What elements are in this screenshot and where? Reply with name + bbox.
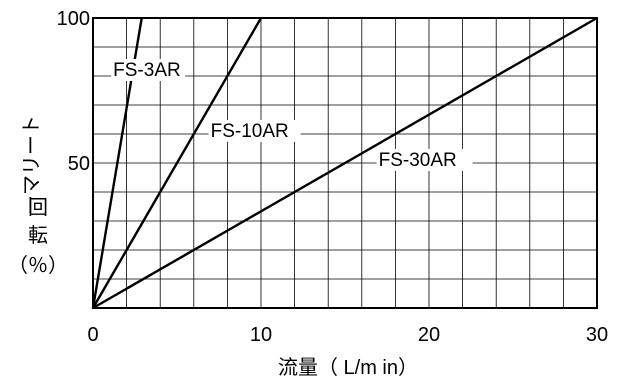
x-tick-label-30: 30 [586,324,608,346]
y-axis-title-rotated: ーマリート [21,115,43,215]
series-line-fs-30ar [92,16,598,310]
y-axis-title-unit: （％） [8,254,68,277]
series-line-fs-10ar [91,17,263,309]
grid [93,18,597,308]
y-axis-title: ーマリート 回 転 （％） [8,115,68,277]
series-label-fs-3ar: FS-3AR [113,60,181,81]
x-tick-label-10: 10 [250,324,272,346]
series-labels: FS-3AR FS-10AR FS-30AR [111,59,473,171]
series-label-bg [111,59,186,81]
x-tick-label-0: 0 [87,324,98,346]
x-tick-label-20: 20 [418,324,440,346]
plot-frame [92,17,598,309]
series-label-fs-30ar: FS-30AR [379,150,457,171]
series-label-bg [376,148,473,171]
x-axis-title: 流量（ L/m in） [278,356,418,379]
y-axis-title-char-2: 転 [28,224,48,247]
y-tick-label-50: 50 [68,153,90,175]
plot-border [92,17,598,309]
series-label-bg [208,119,301,142]
y-tick-label-100: 100 [57,8,90,30]
tick-labels: 0 10 20 30 50 100 [57,8,609,346]
y-axis-title-char-1: 回 [28,197,48,219]
series-label-fs-10ar: FS-10AR [211,121,289,142]
